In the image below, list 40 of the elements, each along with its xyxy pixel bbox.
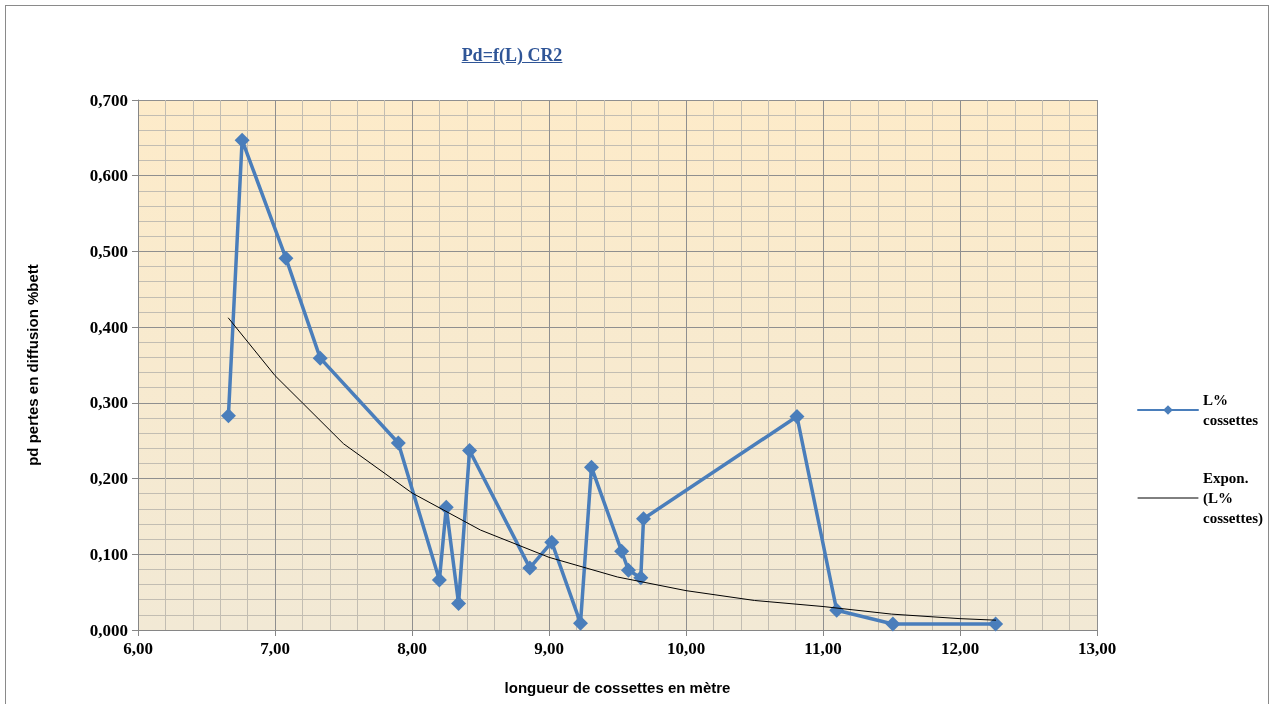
x-axis-title: longueur de cossettes en mètre xyxy=(504,679,731,696)
point xyxy=(544,534,560,550)
legend-label: L% cossettes xyxy=(1203,392,1259,428)
point xyxy=(234,132,250,148)
y-tick-label: 0,700 xyxy=(89,90,128,110)
y-axis-title: pd pertes en diffusion %bett xyxy=(24,264,41,466)
point xyxy=(451,596,467,611)
point xyxy=(633,570,649,586)
point xyxy=(636,511,652,527)
y-tick-label: 0,000 xyxy=(89,620,128,640)
point xyxy=(988,616,1004,632)
x-tick-label: 7,00 xyxy=(260,639,290,658)
point xyxy=(431,572,447,588)
y-tick-label: 0,500 xyxy=(89,241,128,261)
point xyxy=(614,543,630,559)
y-tick-label: 0,600 xyxy=(89,166,128,186)
point xyxy=(522,560,538,576)
legend-label: Expon. (L% cossettes) xyxy=(1203,470,1263,527)
y-tick-label: 0,300 xyxy=(89,393,128,413)
x-tick-label: 9,00 xyxy=(534,639,564,658)
point xyxy=(885,616,901,632)
point xyxy=(390,435,406,451)
point xyxy=(312,350,328,366)
y-tick-label: 0,400 xyxy=(89,317,128,337)
y-tick-label: 0,100 xyxy=(89,544,128,564)
point xyxy=(789,408,805,424)
point xyxy=(462,443,478,459)
point xyxy=(278,250,294,266)
point xyxy=(583,459,599,475)
x-tick-label: 10,00 xyxy=(666,639,706,658)
point xyxy=(620,562,636,578)
point xyxy=(220,408,236,424)
x-tick-label: 12,00 xyxy=(940,639,980,658)
x-tick-label: 8,00 xyxy=(397,639,427,658)
x-tick-label: 13,00 xyxy=(1077,639,1117,658)
chart-title: Pd=f(L) CR2 xyxy=(461,45,563,66)
x-tick-label: 11,00 xyxy=(804,639,842,658)
x-tick-label: 6,00 xyxy=(123,639,153,658)
point xyxy=(573,615,589,631)
y-tick-label: 0,200 xyxy=(89,469,128,489)
